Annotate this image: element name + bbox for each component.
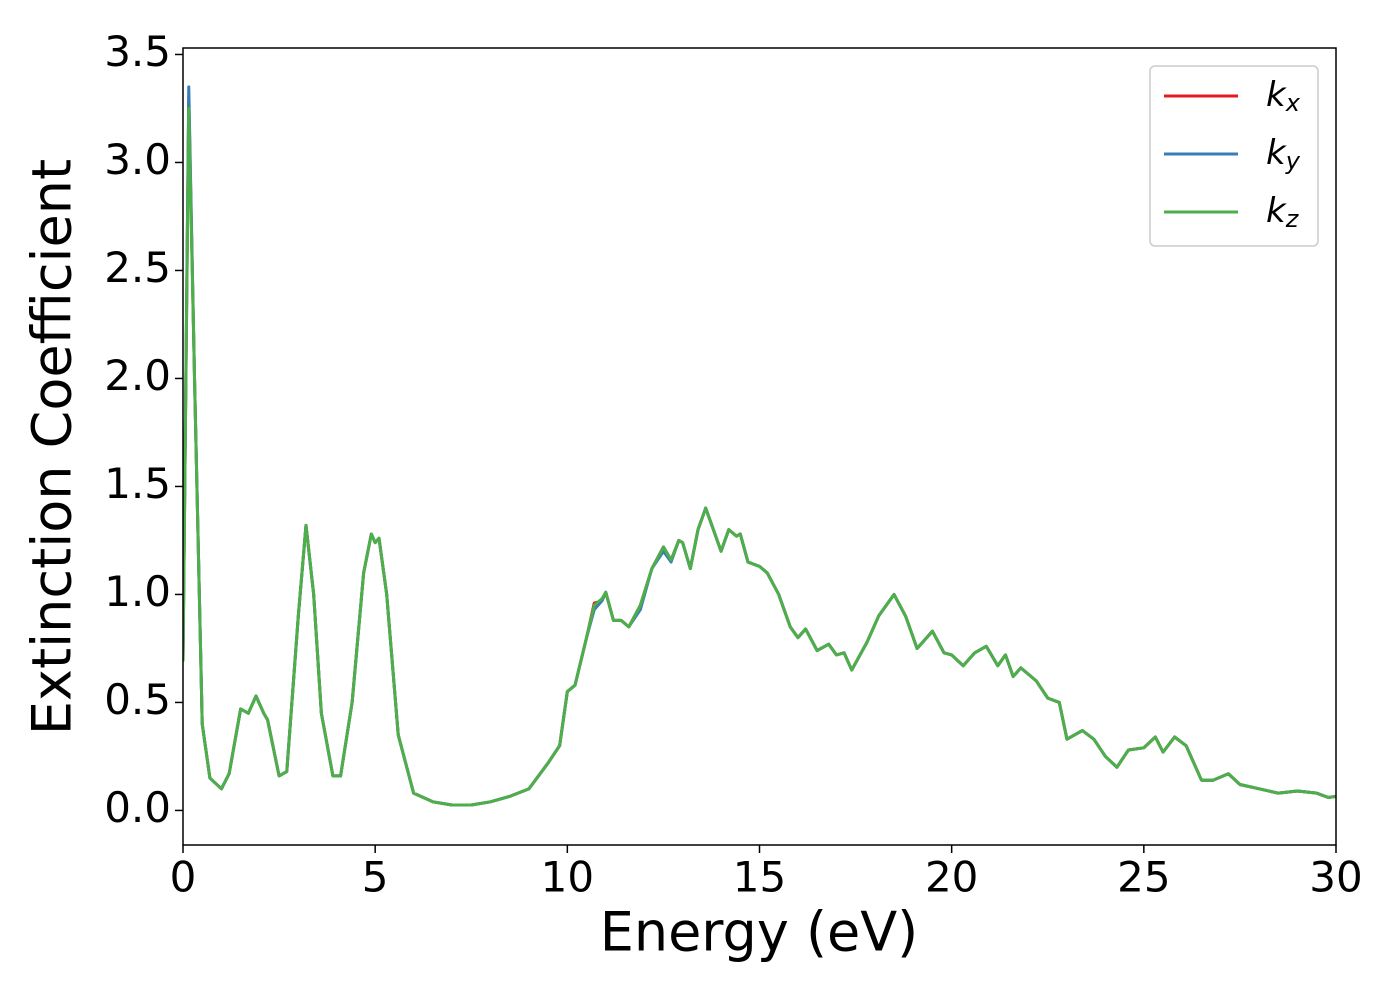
y-tick-label: 3.5 xyxy=(104,27,171,76)
legend-label: kx xyxy=(1266,75,1301,118)
plot-frame xyxy=(182,47,1337,846)
y-tick-label: 1.0 xyxy=(104,567,171,616)
legend-label: ky xyxy=(1266,133,1301,176)
x-tick-label: 0 xyxy=(170,853,197,902)
y-tick-label: 0.5 xyxy=(104,675,171,724)
x-tick-label: 20 xyxy=(925,853,978,902)
y-tick-label: 3.0 xyxy=(104,135,171,184)
y-tick-label: 2.5 xyxy=(104,243,171,292)
legend-box xyxy=(1149,65,1319,247)
x-tick-label: 10 xyxy=(541,853,594,902)
y-tick-label: 2.0 xyxy=(104,351,171,400)
y-axis-label: Extinction Coefficient xyxy=(21,159,84,735)
x-tick-label: 25 xyxy=(1117,853,1170,902)
y-tick-label: 0.0 xyxy=(104,783,171,832)
x-tick-label: 30 xyxy=(1309,853,1362,902)
line xyxy=(183,106,1336,807)
x-axis-label: Energy (eV) xyxy=(600,901,919,964)
legend-label: kz xyxy=(1266,191,1300,234)
y-tick-label: 1.5 xyxy=(104,459,171,508)
x-tick-label: 5 xyxy=(362,853,389,902)
x-tick-label: 15 xyxy=(733,853,786,902)
